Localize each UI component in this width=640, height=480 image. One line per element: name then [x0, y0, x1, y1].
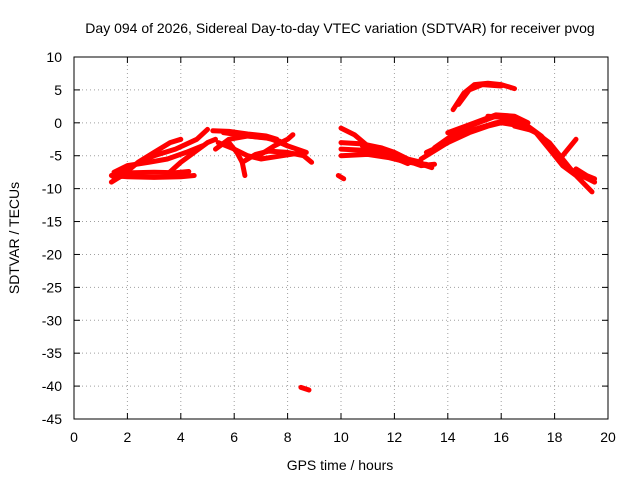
- x-tick-label: 20: [600, 429, 616, 445]
- y-tick-label: 0: [54, 115, 62, 131]
- x-tick-label: 16: [493, 429, 509, 445]
- x-tick-label: 2: [124, 429, 132, 445]
- x-tick-label: 12: [387, 429, 403, 445]
- y-tick-label: -15: [42, 214, 62, 230]
- x-tick-label: 10: [333, 429, 349, 445]
- series-trace-24: [456, 82, 504, 107]
- y-tick-label: -40: [42, 378, 62, 394]
- data-series: [108, 80, 598, 393]
- x-tick-label: 8: [284, 429, 292, 445]
- series-trace-26: [498, 120, 595, 195]
- series-trace-18: [359, 143, 435, 171]
- y-tick-label: -25: [42, 279, 62, 295]
- series-trace-12: [239, 148, 315, 165]
- y-tick-labels: 10 5 0 -5 -10 -15 -20 -25 -30 -35 -40 -45: [42, 49, 62, 427]
- series-trace-13: [226, 140, 248, 178]
- y-tick-label: 10: [46, 49, 62, 65]
- series-trace-27: [512, 123, 584, 182]
- y-tick-label: -30: [42, 312, 62, 328]
- x-tick-label: 14: [440, 429, 456, 445]
- y-axis-label: SDTVAR / TECUs: [6, 182, 22, 294]
- x-tick-labels: 0 2 4 6 8 10 12 14 16 18 20: [70, 429, 616, 445]
- x-tick-label: 6: [230, 429, 238, 445]
- series-trace-10: [213, 133, 309, 155]
- axis-ticks: [73, 56, 609, 420]
- chart-title: Day 094 of 2026, Sidereal Day-to-day VTE…: [85, 20, 594, 36]
- series-trace-29: [573, 166, 598, 182]
- y-tick-label: -35: [42, 345, 62, 361]
- x-axis-label: GPS time / hours: [287, 457, 394, 473]
- x-tick-label: 4: [177, 429, 185, 445]
- y-tick-label: -10: [42, 181, 62, 197]
- grid-lines: [74, 57, 608, 419]
- series-trace-30: [298, 384, 312, 393]
- y-tick-label: 5: [54, 82, 62, 98]
- series-trace-6: [164, 136, 218, 177]
- y-tick-label: -45: [42, 411, 62, 427]
- series-trace-3: [111, 143, 205, 175]
- series-trace-28: [560, 136, 579, 159]
- series-trace-31: [335, 173, 347, 182]
- series-trace-5: [111, 169, 192, 182]
- x-tick-label: 0: [70, 429, 78, 445]
- y-tick-label: -5: [50, 148, 63, 164]
- x-tick-label: 18: [547, 429, 563, 445]
- y-tick-label: -20: [42, 246, 62, 262]
